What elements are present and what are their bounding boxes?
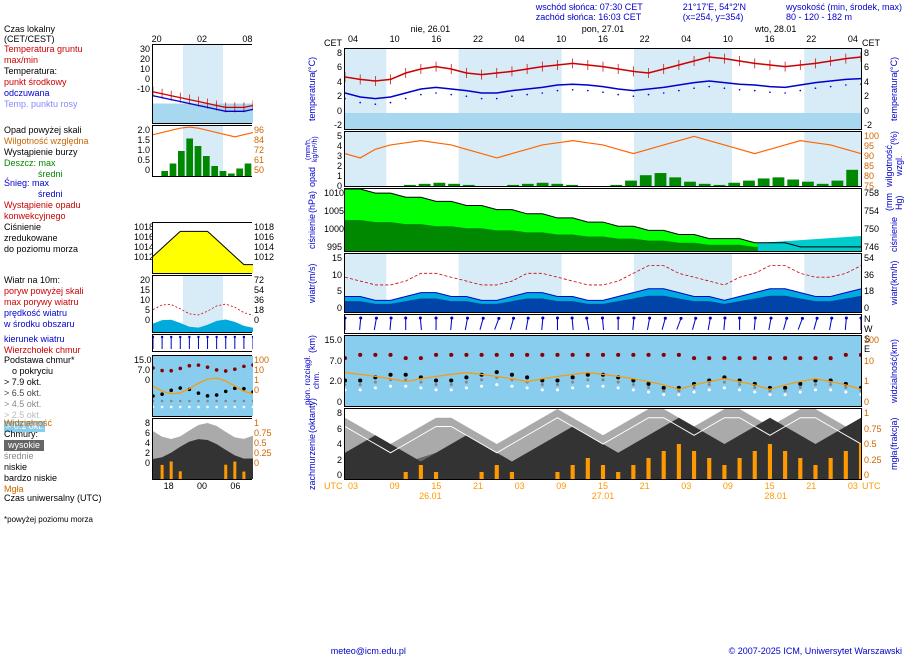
utc-label: Czas uniwersalny (UTC) — [4, 493, 300, 503]
mini-precip-axis-r: 9684726150 — [252, 125, 270, 177]
big-pressure-chart — [344, 188, 862, 252]
right-column: CET nie, 26.01 pon, 27.01 wto, 28.01 041… — [300, 24, 910, 642]
mini-press-axis-l: 1018101610141012 — [134, 222, 152, 274]
temp-label: Temperatura: — [4, 66, 132, 77]
elev-vals: 80 - 120 - 182 m — [786, 12, 902, 22]
mini-winddir-chart — [152, 334, 252, 352]
header: wschód słońca: 07:30 CET zachód słońca: … — [0, 0, 910, 24]
mini-pressure-chart — [152, 222, 252, 274]
footer: meteo@icm.edu.pl © 2007-2025 ICM, Uniwer… — [0, 642, 910, 660]
maxmin-label: max/min — [4, 55, 132, 66]
pressure-label: Ciśnienie — [4, 222, 132, 233]
felt-label: odczuwana — [4, 88, 132, 99]
note-label: *powyżej poziomu morza — [4, 515, 300, 524]
mini-precip-axis-l: 2.01.51.00.50 — [134, 125, 152, 177]
mini-temp-axis-l: 3020100-10 — [134, 44, 152, 124]
ground-temp-label: Temperatura gruntu — [4, 44, 132, 55]
big-cloud-chart — [344, 335, 862, 407]
big-wind-chart — [344, 253, 862, 313]
mini-press-axis-r: 1018101610141012 — [252, 222, 270, 274]
mini-wind-chart — [152, 275, 252, 333]
rh-label: Wilgotność względna — [4, 136, 132, 147]
big-winddir-chart — [344, 314, 862, 334]
mini-time-bottom: 180006 — [152, 481, 252, 491]
precip-over-label: Opad powyżej skali — [4, 125, 132, 136]
sunset-label: zachód słońca: 16:03 CET — [536, 12, 643, 22]
sunrise-label: wschód słońca: 07:30 CET — [536, 2, 643, 12]
mini-temp-chart — [152, 44, 252, 124]
tz-label: (CET/CEST) — [4, 34, 134, 44]
date-labels: 26.01 27.01 28.01 — [344, 491, 862, 501]
footer-copyright: © 2007-2025 ICM, Uniwersytet Warszawski — [729, 646, 902, 656]
mini-cloud-chart — [152, 355, 252, 417]
elev-label: wysokość (min, środek, max) — [786, 2, 902, 12]
footer-email[interactable]: meteo@icm.edu.pl — [331, 646, 406, 656]
storm-label: Wystąpienie burzy — [4, 147, 132, 158]
left-column: Czas lokalny (CET/CEST) 200208 Temperatu… — [0, 24, 300, 642]
mini-time-top: 200208 — [134, 24, 270, 44]
big-cloudiness-chart — [344, 408, 862, 480]
coords-label: 21°17'E, 54°2'N — [683, 2, 746, 12]
dewpoint-label: Temp. punktu rosy — [4, 99, 132, 110]
midpoint-label: punkt środkowy — [4, 77, 132, 88]
mini-cloudiness-chart — [152, 418, 252, 480]
xy-label: (x=254, y=354) — [683, 12, 746, 22]
local-time-label: Czas lokalny — [4, 24, 134, 34]
big-precip-chart — [344, 131, 862, 187]
mini-precip-chart — [152, 125, 252, 177]
wind10-label: Wiatr na 10m: — [4, 275, 132, 286]
big-temp-chart — [344, 48, 862, 130]
day-labels: nie, 26.01 pon, 27.01 wto, 28.01 — [344, 24, 862, 34]
